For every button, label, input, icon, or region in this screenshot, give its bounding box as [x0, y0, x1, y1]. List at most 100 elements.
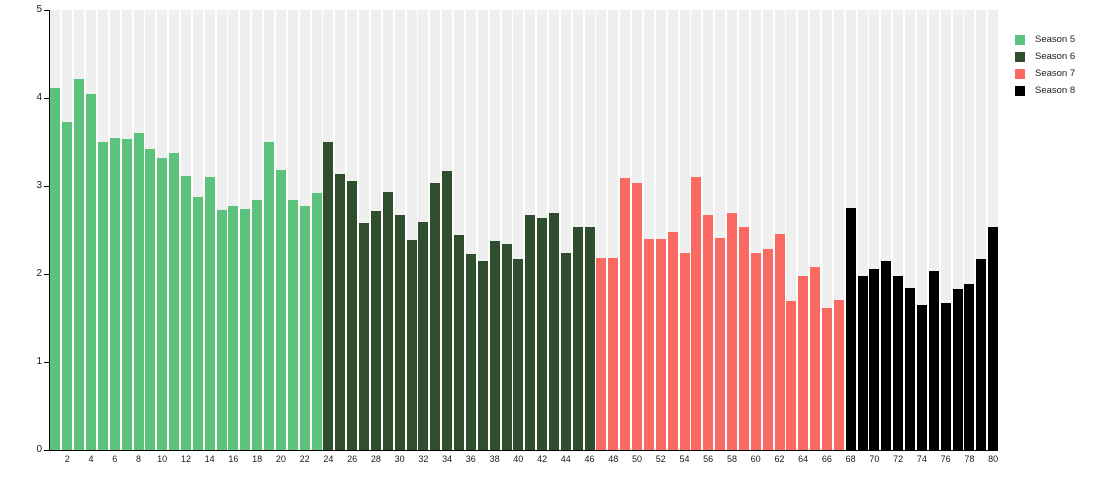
- x-tick-label: 70: [869, 454, 880, 464]
- bar-episode-61: [762, 248, 773, 450]
- bar-episode-11: [169, 153, 180, 450]
- bar-episode-33: [430, 183, 441, 450]
- bar-episode-26: [347, 180, 358, 450]
- bar-episode-60: [750, 252, 761, 450]
- bar-episode-68: [845, 208, 856, 450]
- grid-band: [905, 10, 915, 450]
- bar-episode-44: [560, 252, 571, 450]
- x-tick-label: 30: [394, 454, 405, 464]
- x-tick-label: 74: [916, 454, 927, 464]
- legend-item: Season 8: [1015, 82, 1075, 99]
- grid-band: [940, 10, 951, 450]
- bar-episode-55: [691, 177, 702, 450]
- y-tick: [44, 10, 49, 11]
- bar-episode-21: [287, 200, 298, 450]
- bar-episode-41: [525, 215, 536, 450]
- y-tick: [44, 98, 49, 99]
- x-tick-label: 6: [112, 454, 118, 464]
- x-tick-label: 40: [513, 454, 524, 464]
- x-tick-label: 62: [774, 454, 785, 464]
- grid-band: [679, 10, 690, 450]
- bar-episode-15: [216, 209, 227, 450]
- y-tick: [44, 450, 49, 451]
- grid-band: [821, 10, 832, 450]
- x-tick-label: 76: [940, 454, 951, 464]
- bar-episode-17: [240, 208, 251, 450]
- grid-band: [893, 10, 904, 450]
- grid-band: [750, 10, 761, 450]
- x-tick-label: 26: [347, 454, 358, 464]
- grid-band: [964, 10, 975, 450]
- bar-episode-58: [727, 213, 737, 450]
- y-tick-label: 4: [36, 92, 42, 103]
- x-axis-line: [49, 450, 998, 451]
- x-tick-label: 38: [489, 454, 500, 464]
- bar-episode-23: [311, 193, 322, 450]
- bar-episode-16: [228, 206, 239, 450]
- x-tick-label: 64: [798, 454, 809, 464]
- grid-band: [513, 10, 524, 450]
- bar-episode-24: [323, 142, 334, 450]
- bar-episode-10: [157, 157, 168, 450]
- x-tick-label: 54: [679, 454, 690, 464]
- bar-episode-75: [928, 270, 939, 450]
- bar-episode-39: [501, 244, 512, 450]
- bar-episode-53: [667, 231, 678, 450]
- bar-episode-25: [335, 173, 346, 450]
- grid-band: [916, 10, 927, 450]
- bar-episode-45: [572, 227, 583, 450]
- x-tick-label: 66: [821, 454, 832, 464]
- x-tick-label: 68: [845, 454, 856, 464]
- bar-episode-80: [988, 227, 999, 450]
- grid-band: [667, 10, 678, 450]
- x-tick-label: 18: [252, 454, 263, 464]
- bar-episode-72: [893, 275, 904, 450]
- grid-band: [465, 10, 476, 450]
- legend-label: Season 8: [1035, 85, 1076, 96]
- legend-swatch: [1015, 68, 1025, 79]
- bar-episode-18: [252, 200, 263, 450]
- bar-episode-40: [513, 259, 524, 450]
- y-tick: [44, 362, 49, 363]
- y-tick: [44, 274, 49, 275]
- x-tick-label: 16: [228, 454, 239, 464]
- bar-episode-51: [643, 238, 654, 450]
- bar-episode-12: [181, 176, 191, 450]
- bar-episode-1: [50, 88, 61, 450]
- bar-episode-3: [74, 78, 85, 450]
- grid-band: [715, 10, 726, 450]
- bar-episode-42: [537, 217, 548, 450]
- x-tick-label: 42: [537, 454, 548, 464]
- x-tick-label: 60: [750, 454, 761, 464]
- x-tick-label: 20: [275, 454, 286, 464]
- bar-episode-46: [584, 227, 595, 450]
- legend-label: Season 6: [1035, 51, 1076, 62]
- bar-episode-22: [299, 206, 310, 450]
- y-tick-label: 1: [36, 356, 42, 367]
- bar-episode-77: [952, 289, 963, 450]
- grid-band: [774, 10, 785, 450]
- bar-episode-49: [620, 178, 631, 450]
- bar-episode-34: [442, 171, 453, 450]
- bar-episode-48: [608, 258, 619, 450]
- grid-band: [596, 10, 607, 450]
- legend-swatch: [1015, 51, 1025, 62]
- x-tick-label: 24: [323, 454, 334, 464]
- bar-episode-29: [382, 192, 393, 450]
- grid-band: [655, 10, 666, 450]
- x-tick-label: 46: [584, 454, 595, 464]
- bar-episode-59: [738, 226, 749, 450]
- bar-episode-14: [204, 177, 215, 450]
- y-tick-label: 2: [36, 268, 42, 279]
- grid-band: [477, 10, 488, 450]
- bar-episode-9: [145, 149, 156, 450]
- x-tick-label: 22: [299, 454, 310, 464]
- bar-episode-32: [418, 222, 429, 450]
- bar-episode-76: [940, 303, 951, 450]
- bar-episode-30: [394, 215, 405, 450]
- x-tick-label: 28: [370, 454, 381, 464]
- bar-episode-54: [679, 252, 690, 450]
- y-tick-label: 5: [36, 4, 42, 15]
- bar-episode-6: [109, 137, 120, 450]
